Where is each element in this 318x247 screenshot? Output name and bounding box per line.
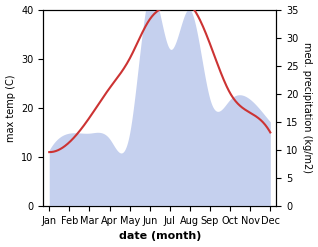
X-axis label: date (month): date (month): [119, 231, 201, 242]
Y-axis label: med. precipitation (kg/m2): med. precipitation (kg/m2): [302, 42, 313, 173]
Y-axis label: max temp (C): max temp (C): [5, 74, 16, 142]
